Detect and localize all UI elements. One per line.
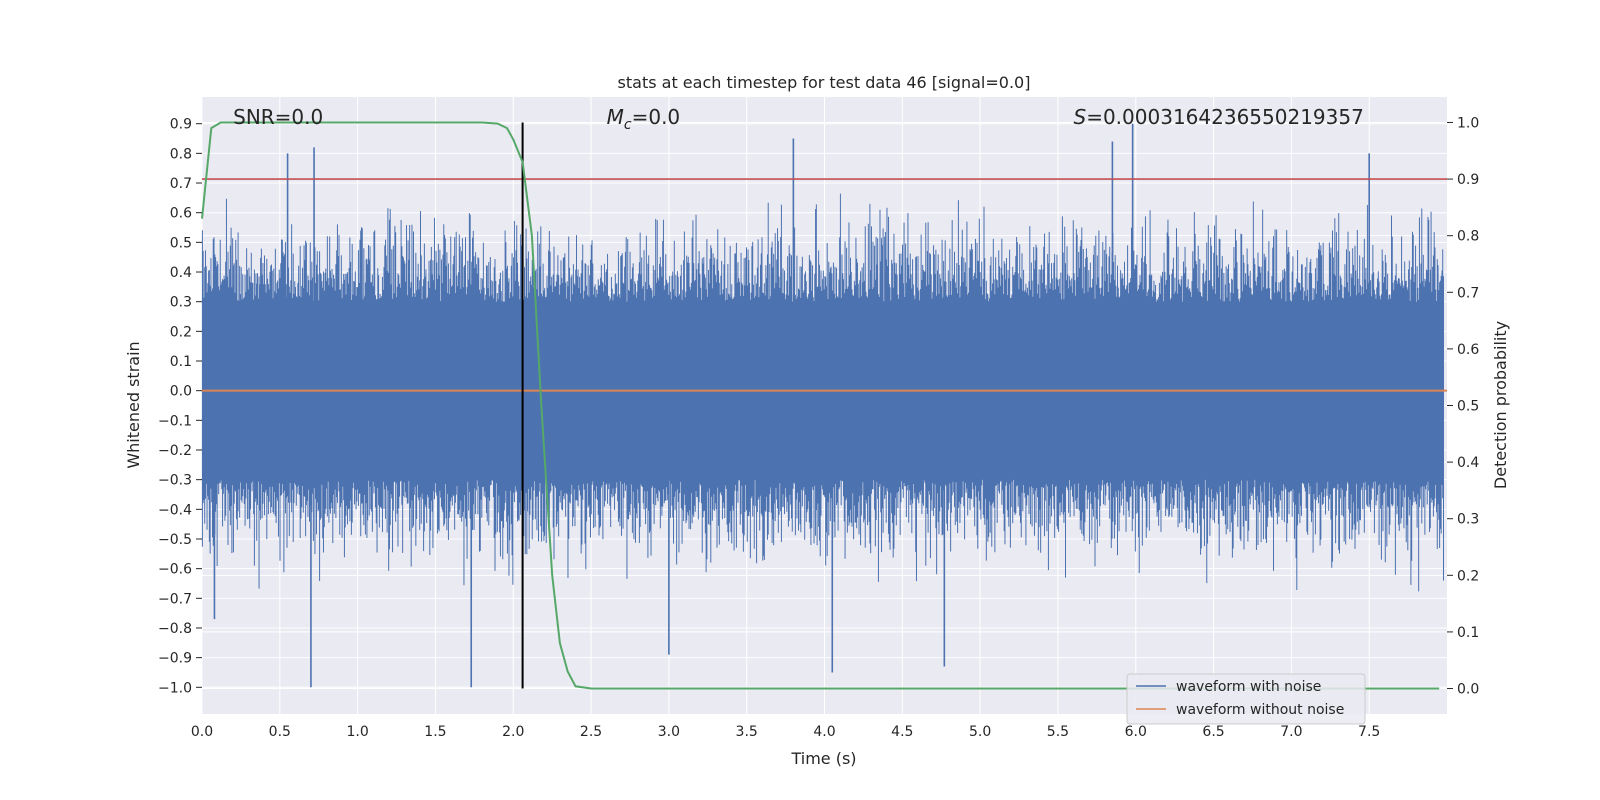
x-tick-label: 7.0 — [1280, 724, 1302, 740]
y-tick-label: 0.2 — [170, 324, 192, 340]
legend-box — [1126, 673, 1366, 725]
x-tick-label: 4.5 — [891, 724, 913, 740]
noise-trace — [201, 193, 1444, 592]
y-tick-label: 0.0 — [170, 384, 192, 400]
y2-tick-label: 0.1 — [1457, 625, 1479, 641]
y-tick-label: −0.4 — [158, 502, 192, 518]
y-tick-label: 0.5 — [170, 235, 192, 251]
x-tick-label: 5.5 — [1047, 724, 1069, 740]
y-tick-label: 0.4 — [170, 265, 192, 281]
y-tick-label: 0.6 — [170, 206, 192, 222]
y-tick-label: −0.7 — [158, 591, 192, 607]
y-tick-label: −0.8 — [158, 621, 192, 637]
x-tick-label: 6.0 — [1125, 724, 1147, 740]
y-tick-label: −0.3 — [158, 473, 192, 489]
x-tick-label: 5.0 — [969, 724, 991, 740]
y-tick-label: −1.0 — [158, 680, 192, 696]
y-tick-label: 0.1 — [170, 354, 192, 370]
y2-tick-label: 0.7 — [1457, 285, 1479, 301]
legend-label-clean: waveform without noise — [1176, 702, 1344, 718]
x-tick-label: 2.5 — [580, 724, 602, 740]
overlay-lines — [202, 122, 1447, 689]
x-tick-label: 2.0 — [502, 724, 524, 740]
y2-tick-label: 0.5 — [1457, 399, 1479, 415]
x-axis-ticks: 0.0 0.5 1.0 1.5 2.0 2.5 3.0 3.5 4.0 4.5 5.0 5.5 6.0 6… — [191, 724, 1380, 740]
y-tick-label: −0.9 — [158, 651, 192, 667]
y2-tick-label: 0.2 — [1457, 568, 1479, 584]
x-tick-label: 0.0 — [191, 724, 213, 740]
x-tick-label: 4.0 — [813, 724, 835, 740]
annotations: SNR=0.0 Mc=0.0 S=0.0003164236550219357 — [233, 105, 1364, 133]
x-tick-label: 6.5 — [1202, 724, 1224, 740]
legend-label-noise: waveform with noise — [1176, 679, 1321, 695]
detection-probability-line — [201, 121, 1440, 690]
annotation-text: S=0.0003164236550219357 — [1074, 105, 1364, 129]
y2-tick-label: 0.6 — [1457, 342, 1479, 358]
x-tick-label: 1.0 — [346, 724, 368, 740]
chart-title: stats at each timestep for test data 46 … — [618, 73, 1031, 92]
y-tick-label: 0.9 — [170, 117, 192, 133]
y2-tick-label: 1.0 — [1457, 115, 1479, 131]
series-detection-probability — [201, 121, 1440, 690]
y-tick-label: −0.2 — [158, 443, 192, 459]
y-axis-ticks: −1.0 −0.9 −0.8 −0.7 −0.6 −0.5 −0.4 −0.3 −0.2 −0.1… — [158, 117, 202, 696]
x-tick-label: 3.0 — [658, 724, 680, 740]
y-tick-label: −0.6 — [158, 562, 192, 578]
x-axis-label: Time (s) — [790, 749, 856, 768]
y2-tick-label: 0.8 — [1457, 229, 1479, 245]
legend: waveform with noise waveform without noi… — [1126, 673, 1366, 725]
y2-tick-label: 0.3 — [1457, 512, 1479, 528]
annotation-text: Mc=0.0 — [607, 105, 681, 133]
y2-tick-label: 0.4 — [1457, 455, 1479, 471]
y-axis-label: Whitened strain — [124, 341, 143, 468]
y2-tick-label: 0.0 — [1457, 682, 1479, 698]
y2-axis-ticks: 0.0 0.1 0.2 0.3 0.4 0.5 0.6 0.7 0.8 0.9 1.0 — [1447, 115, 1479, 698]
y-tick-label: 0.8 — [170, 146, 192, 162]
y-tick-label: −0.5 — [158, 532, 192, 548]
y-tick-label: −0.1 — [158, 413, 192, 429]
x-tick-label: 7.5 — [1358, 724, 1380, 740]
annotation-text: SNR=0.0 — [233, 105, 323, 129]
x-tick-label: 1.5 — [424, 724, 446, 740]
x-tick-label: 3.5 — [736, 724, 758, 740]
y2-axis-label: Detection probability — [1491, 321, 1510, 489]
y-tick-label: 0.3 — [170, 295, 192, 311]
x-tick-label: 0.5 — [269, 724, 291, 740]
y-tick-label: 0.7 — [170, 176, 192, 192]
y2-tick-label: 0.9 — [1457, 172, 1479, 188]
